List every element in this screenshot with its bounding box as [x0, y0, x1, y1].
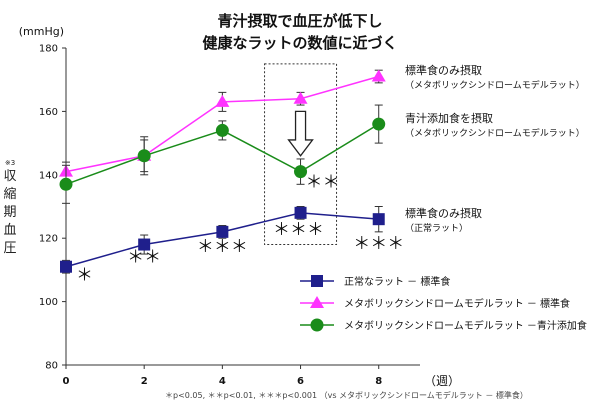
significance-footnote: ＊p<0.05, ＊＊p<0.01, ＊＊＊p<0.001 （vs メタボリック… [165, 391, 528, 400]
data-point [59, 177, 73, 191]
y-unit-label: (mmHg) [19, 25, 64, 38]
y-tick-label: 80 [45, 361, 58, 372]
y-axis-label: ※3 収縮期血圧 [2, 158, 18, 258]
data-point [60, 260, 72, 273]
legend-marker [310, 296, 324, 308]
data-point [138, 238, 151, 251]
significance-mark: ＊＊ [127, 248, 161, 268]
data-point [137, 149, 151, 163]
annotation-normal-standard: 標準食のみ摂取 （正常ラット） [405, 205, 482, 234]
annotation-metabolic-standard-sub: （メタボリックシンドロームモデルラット） [405, 81, 585, 91]
annotation-metabolic-aojiru-sub: （メタボリックシンドロームモデルラット） [405, 129, 585, 139]
annotation-metabolic-standard-main: 標準食のみ摂取 [405, 64, 482, 77]
data-point [372, 117, 386, 131]
annotation-metabolic-aojiru-main: 青汁添加食を摂取 [405, 112, 493, 125]
annotation-metabolic-standard: 標準食のみ摂取 （メタボリックシンドロームモデルラット） [405, 62, 585, 91]
x-tick-label: 2 [141, 376, 148, 387]
annotation-normal-standard-main: 標準食のみ摂取 [405, 207, 482, 220]
annotation-normal-standard-sub: （正常ラット） [405, 224, 469, 234]
x-tick-label: 8 [375, 376, 382, 387]
significance-mark: ＊＊＊ [353, 234, 404, 254]
legend-label: 正常なラット － 標準食 [344, 275, 450, 288]
data-point [372, 213, 385, 226]
data-point [215, 94, 230, 107]
x-unit-label: （週） [424, 374, 460, 388]
data-point [293, 91, 308, 104]
x-tick-label: 4 [219, 376, 226, 387]
legend-label: メタボリックシンドロームモデルラット －青汁添加食 [344, 319, 587, 332]
highlight-box [264, 63, 338, 246]
y-tick-label: 100 [39, 297, 58, 308]
data-point [294, 165, 308, 179]
legend-marker [311, 275, 323, 287]
significance-mark: ＊ [76, 266, 93, 286]
legend-label: メタボリックシンドロームモデルラット － 標準食 [344, 297, 570, 310]
y-tick-label: 180 [39, 44, 58, 55]
x-tick-label: 6 [297, 376, 304, 387]
x-tick-label: 0 [63, 376, 70, 387]
data-point [371, 69, 386, 82]
chart-title-line-2: 健康なラットの数値に近づく [202, 34, 398, 52]
y-axis-label-text: 収縮期血圧 [3, 169, 17, 256]
down-arrow-icon [287, 110, 314, 157]
data-point [294, 206, 307, 219]
annotation-metabolic-aojiru: 青汁添加食を摂取 （メタボリックシンドロームモデルラット） [405, 110, 585, 139]
legend-marker [310, 318, 324, 332]
y-tick-label: 140 [39, 170, 58, 181]
data-point [216, 225, 229, 238]
y-tick-label: 120 [39, 234, 58, 245]
significance-mark: ＊＊＊ [273, 220, 324, 240]
significance-mark: ＊＊＊ [197, 237, 248, 257]
data-point [215, 123, 229, 137]
chart-title-line-1: 青汁摂取で血圧が低下し [217, 12, 383, 30]
y-tick-label: 160 [39, 107, 58, 118]
y-axis-label-note: ※3 [4, 159, 16, 167]
significance-mark: ＊＊ [306, 173, 340, 193]
